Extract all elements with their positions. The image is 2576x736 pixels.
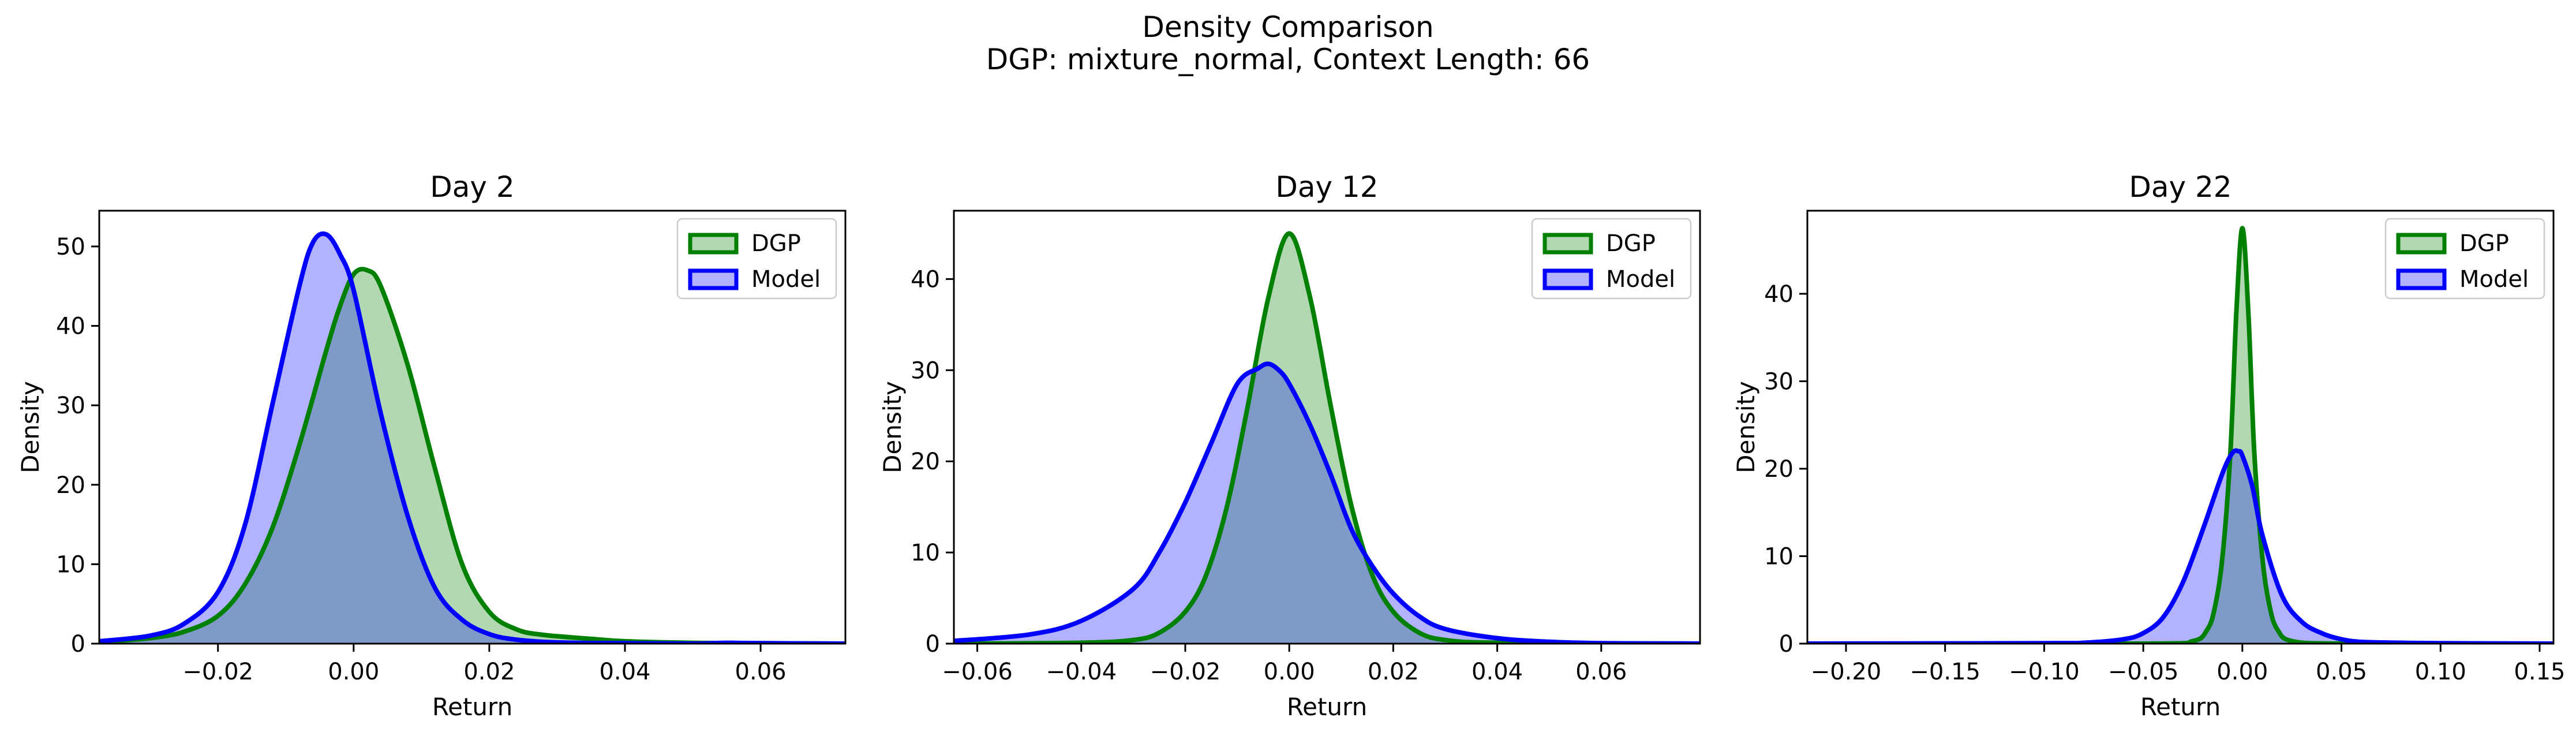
x-tick-label: 0.06 <box>735 659 787 685</box>
y-tick-label: 40 <box>911 266 940 293</box>
legend-label: Model <box>2459 266 2529 293</box>
figure-title-line1: Density Comparison <box>1142 10 1433 44</box>
y-tick-label: 20 <box>56 472 85 499</box>
y-tick-label: 0 <box>926 631 940 657</box>
y-tick-label: 0 <box>71 631 85 657</box>
subplot-3: Day 22 −0.20 −0.15 −0.10 −0.05 0.00 0.05 0.10 0.… <box>1732 170 2565 721</box>
x-tick-label: 0.15 <box>2514 659 2565 685</box>
x-tick-label: 0.02 <box>463 659 515 685</box>
overlap-density-fill <box>99 283 845 644</box>
y-tick-label: 10 <box>911 540 940 566</box>
figure-title-line2: DGP: mixture_normal, Context Length: 66 <box>986 43 1590 76</box>
x-axis-label: Return <box>1287 693 1367 721</box>
plot-area <box>954 231 1700 644</box>
y-tick-label: 40 <box>56 313 85 340</box>
x-tick-label: −0.20 <box>1811 659 1882 685</box>
y-tick-label: 20 <box>1764 456 1794 483</box>
legend-swatch <box>2396 268 2447 290</box>
x-tick-label: −0.06 <box>942 659 1013 685</box>
y-tick-label: 0 <box>1779 631 1794 657</box>
legend-swatch <box>1542 233 1593 255</box>
x-tick-label: −0.04 <box>1046 659 1117 685</box>
y-tick-label: 30 <box>911 357 940 384</box>
legend-swatch <box>1542 268 1593 290</box>
x-tick-label: −0.15 <box>1909 659 1980 685</box>
x-tick-label: 0.04 <box>599 659 650 685</box>
legend: DGP Model <box>1531 218 1692 300</box>
x-tick-label: 0.02 <box>1368 659 1419 685</box>
y-tick-label: 30 <box>56 393 85 419</box>
x-tick-label: 0.04 <box>1472 659 1523 685</box>
y-tick-label: 40 <box>1764 281 1794 308</box>
y-tick-label: 30 <box>1764 368 1794 395</box>
subplot-title: Day 12 <box>1275 170 1378 204</box>
axes-frame <box>98 210 847 645</box>
x-tick-label: −0.02 <box>1150 659 1221 685</box>
legend-swatch <box>688 268 739 290</box>
model-density-line <box>1807 448 2553 644</box>
x-axis-label: Return <box>432 693 512 721</box>
legend-label: Model <box>751 266 821 293</box>
x-axis-label: Return <box>2140 693 2221 721</box>
y-tick-label: 50 <box>56 234 85 260</box>
y-tick-label: 10 <box>56 551 85 578</box>
axes-frame <box>1806 210 2555 645</box>
x-tick-label: 0.05 <box>2316 659 2367 685</box>
subplot-panels: Day 2 −0.02 0.00 0.02 0.04 0.06 0 10 20 30 40 50 Ret… <box>16 170 2565 721</box>
subplot-1: Day 2 −0.02 0.00 0.02 0.04 0.06 0 10 20 30 40 50 Ret… <box>16 170 847 721</box>
legend-label: Model <box>1606 266 1675 293</box>
y-axis-label: Density <box>1732 381 1760 473</box>
model-density-line <box>954 361 1700 644</box>
legend-swatch <box>2396 233 2447 255</box>
x-tick-label: 0.00 <box>1264 659 1315 685</box>
dgp-density-fill <box>954 233 1700 644</box>
y-tick-label: 20 <box>911 449 940 475</box>
dgp-density-line <box>954 231 1700 644</box>
legend-swatch <box>688 233 739 255</box>
x-tick-label: 0.00 <box>328 659 379 685</box>
legend: DGP Model <box>676 218 837 300</box>
x-tick-label: 0.10 <box>2415 659 2466 685</box>
dgp-density-line <box>1807 226 2553 644</box>
y-axis-label: Density <box>16 381 44 473</box>
y-tick-label: 10 <box>1764 543 1794 570</box>
legend-label: DGP <box>751 230 801 257</box>
model-density-fill <box>1807 450 2553 644</box>
subplot-2: Day 12 −0.06 −0.04 −0.02 0.00 0.02 0.04 0.06 0 10… <box>878 170 1701 721</box>
legend-label: DGP <box>2459 230 2509 257</box>
overlap-density-fill <box>954 364 1700 644</box>
plot-area <box>1807 226 2553 644</box>
axes-frame <box>953 210 1701 645</box>
dgp-density-line <box>99 267 845 644</box>
subplot-title: Day 22 <box>2129 170 2231 204</box>
y-axis-label: Density <box>878 381 907 473</box>
x-tick-label: 0.00 <box>2216 659 2268 685</box>
legend-label: DGP <box>1606 230 1656 257</box>
x-tick-label: 0.06 <box>1575 659 1627 685</box>
subplot-title: Day 2 <box>430 170 514 204</box>
x-tick-label: −0.05 <box>2108 659 2179 685</box>
legend: DGP Model <box>2384 218 2545 300</box>
x-tick-label: −0.02 <box>182 659 253 685</box>
x-tick-label: −0.10 <box>2009 659 2080 685</box>
